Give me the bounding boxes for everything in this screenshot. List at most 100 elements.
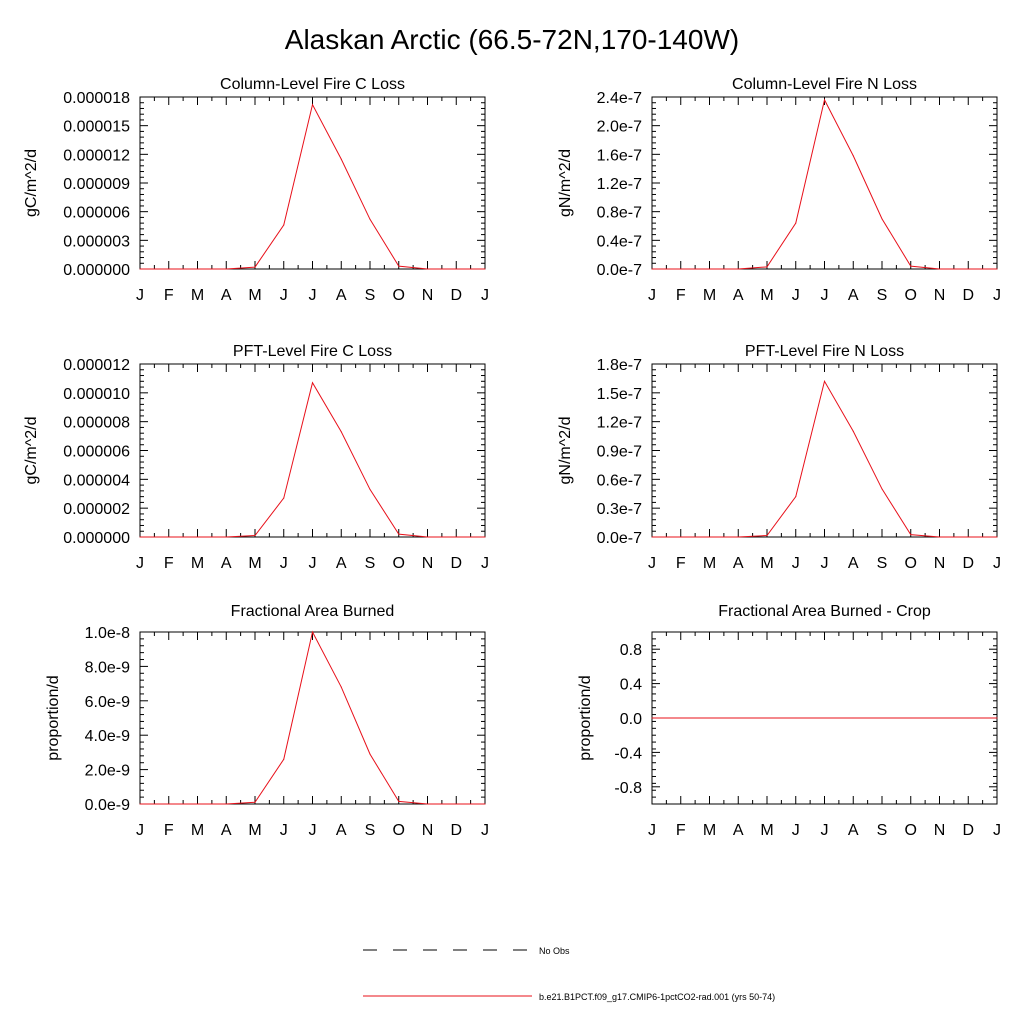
data-point xyxy=(795,222,797,224)
data-point xyxy=(225,803,227,805)
x-tick-label: O xyxy=(905,287,917,304)
data-point xyxy=(484,536,486,538)
data-point xyxy=(197,803,198,805)
x-tick-label: N xyxy=(934,287,946,304)
x-tick-label: O xyxy=(393,822,405,839)
x-tick-label: J xyxy=(481,822,489,839)
data-point xyxy=(254,266,256,268)
y-tick-label: 2.4e-7 xyxy=(597,90,642,107)
x-tick-label: M xyxy=(248,822,261,839)
panel-5: J F M A M J J A S O N D J0.0e-92.0e-94.0e-96.0e-98.0… xyxy=(45,603,489,839)
y-tick-label: 0.8 xyxy=(620,642,642,659)
data-point xyxy=(484,803,486,805)
x-tick-label: J xyxy=(993,822,1001,839)
x-tick-label: J xyxy=(481,287,489,304)
x-tick-label: S xyxy=(877,287,888,304)
data-point xyxy=(709,268,710,270)
data-point xyxy=(398,265,400,267)
x-tick-label: F xyxy=(676,822,686,839)
data-point xyxy=(910,265,912,267)
x-tick-label: O xyxy=(393,287,405,304)
y-axis-label: gN/m^2/d xyxy=(557,149,574,217)
data-point xyxy=(197,268,198,270)
x-tick-label: M xyxy=(760,822,773,839)
x-tick-label: J xyxy=(792,822,800,839)
data-point xyxy=(254,801,256,803)
legend-label: b.e21.B1PCT.f09_g17.CMIP6-1pctCO2-rad.00… xyxy=(539,992,775,1002)
x-tick-label: M xyxy=(760,287,773,304)
panel-title: PFT-Level Fire N Loss xyxy=(745,343,904,360)
y-tick-label: 0.000006 xyxy=(63,205,130,222)
x-tick-label: M xyxy=(191,287,204,304)
y-tick-label: 8.0e-9 xyxy=(85,659,130,676)
data-point xyxy=(139,803,141,805)
data-point xyxy=(852,430,854,432)
data-point xyxy=(766,535,768,537)
data-point xyxy=(369,753,371,755)
x-tick-label: A xyxy=(733,822,744,839)
y-tick-label: 0.3e-7 xyxy=(597,501,642,518)
data-point xyxy=(996,536,998,538)
data-point xyxy=(737,536,739,538)
y-axis-label: proportion/d xyxy=(577,675,594,760)
panel-3: J F M A M J J A S O N D J0.0000000.0000020.0000040.0… xyxy=(23,343,489,572)
data-point xyxy=(197,536,198,538)
x-tick-label: J xyxy=(309,822,317,839)
x-tick-label: O xyxy=(905,822,917,839)
x-tick-label: F xyxy=(676,555,686,572)
x-tick-label: J xyxy=(821,287,829,304)
x-tick-label: J xyxy=(136,822,144,839)
y-tick-label: 1.2e-7 xyxy=(597,415,642,432)
x-tick-label: F xyxy=(164,822,174,839)
data-point xyxy=(225,268,227,270)
data-point xyxy=(168,803,170,805)
x-tick-label: N xyxy=(422,555,434,572)
x-tick-label: D xyxy=(962,555,974,572)
y-axis-label: gC/m^2/d xyxy=(23,417,40,485)
x-tick-label: J xyxy=(280,822,288,839)
x-tick-label: M xyxy=(703,287,716,304)
x-tick-label: M xyxy=(191,822,204,839)
legend-label: No Obs xyxy=(539,946,570,956)
y-tick-label: 0.000003 xyxy=(63,233,130,250)
x-tick-label: M xyxy=(248,287,261,304)
data-point xyxy=(737,717,739,719)
data-point xyxy=(340,686,342,688)
y-tick-label: 0.000012 xyxy=(63,357,130,374)
data-point xyxy=(340,431,342,433)
y-tick-label: 1.8e-7 xyxy=(597,357,642,374)
plot-frame xyxy=(139,96,486,270)
x-tick-label: J xyxy=(993,287,1001,304)
y-tick-label: 0.0 xyxy=(620,711,642,728)
panel-title: Fractional Area Burned - Crop xyxy=(718,603,931,620)
panel-title: Fractional Area Burned xyxy=(231,603,395,620)
x-tick-label: A xyxy=(336,555,347,572)
data-point xyxy=(852,717,854,719)
series-line xyxy=(140,381,485,538)
x-tick-label: J xyxy=(993,555,1001,572)
x-tick-label: M xyxy=(703,822,716,839)
data-point xyxy=(651,268,653,270)
x-tick-label: S xyxy=(365,555,376,572)
data-point xyxy=(910,534,912,536)
data-point xyxy=(651,536,653,538)
x-tick-label: J xyxy=(792,555,800,572)
y-tick-label: 1.0e-8 xyxy=(85,625,130,642)
y-tick-label: 0.000000 xyxy=(63,262,130,279)
x-tick-label: O xyxy=(905,555,917,572)
data-point xyxy=(369,488,371,490)
data-point xyxy=(225,536,227,538)
data-point xyxy=(795,717,797,719)
data-point xyxy=(283,758,285,760)
data-point xyxy=(881,717,883,719)
y-axis-label: proportion/d xyxy=(45,675,62,760)
x-tick-label: A xyxy=(733,555,744,572)
data-point xyxy=(939,268,940,270)
data-point xyxy=(484,268,486,270)
y-tick-label: 0.4e-7 xyxy=(597,233,642,250)
data-point xyxy=(967,717,969,719)
x-tick-label: J xyxy=(792,287,800,304)
data-point xyxy=(455,536,457,538)
data-point xyxy=(340,158,342,160)
